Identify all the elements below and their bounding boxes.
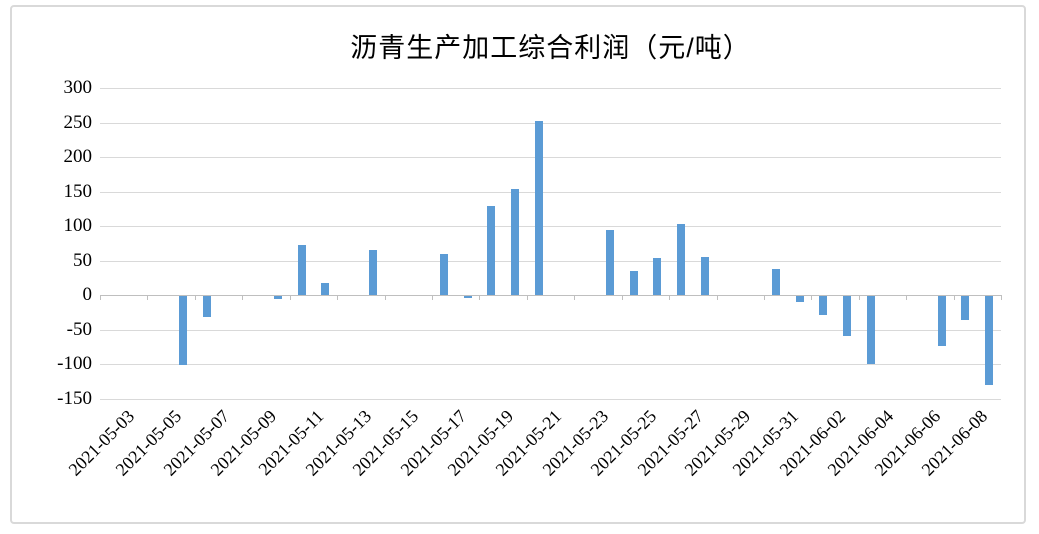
bar xyxy=(629,271,638,296)
bar xyxy=(795,296,804,302)
y-axis-label: -100 xyxy=(57,353,92,375)
bar xyxy=(605,229,614,296)
x-axis-tick xyxy=(194,295,196,301)
bar xyxy=(985,296,994,386)
x-axis-tick xyxy=(100,295,101,301)
x-axis-tick xyxy=(906,295,908,301)
y-axis-label: -50 xyxy=(66,318,92,340)
x-axis-tick xyxy=(479,295,481,301)
bar xyxy=(368,250,377,296)
x-axis-tick xyxy=(289,295,291,301)
gridline xyxy=(100,329,1001,331)
bar xyxy=(961,296,970,321)
bar xyxy=(653,258,662,296)
x-axis-tick xyxy=(763,295,765,301)
bar xyxy=(937,296,946,347)
x-axis-tick xyxy=(716,295,718,301)
bar xyxy=(463,296,472,299)
bar xyxy=(676,223,685,296)
y-axis-label: 300 xyxy=(63,77,93,98)
bar xyxy=(273,296,282,300)
x-axis-tick xyxy=(384,295,386,301)
bar xyxy=(700,256,709,296)
x-axis-tick xyxy=(1001,295,1002,301)
y-axis-label: -150 xyxy=(57,388,92,409)
bar xyxy=(179,296,187,366)
x-axis-tick xyxy=(431,295,433,301)
y-axis-label: 250 xyxy=(63,111,93,133)
y-axis-label: 150 xyxy=(63,180,93,202)
x-axis-tick xyxy=(621,295,623,301)
gridline xyxy=(100,260,1001,262)
gridline xyxy=(100,122,1001,124)
bar xyxy=(819,296,828,315)
x-axis-tick xyxy=(953,295,955,301)
gridline xyxy=(100,157,1001,159)
bar xyxy=(771,269,780,296)
x-axis-tick xyxy=(242,295,244,301)
x-axis-tick xyxy=(811,295,813,301)
gridline xyxy=(100,364,1001,366)
x-axis-tick xyxy=(574,295,576,301)
bar xyxy=(487,205,496,296)
bar xyxy=(866,296,875,364)
y-axis-label: 100 xyxy=(63,215,93,237)
x-axis-tick xyxy=(147,295,149,301)
y-axis-label: 50 xyxy=(73,249,92,271)
gridline xyxy=(100,88,1001,89)
bar xyxy=(842,296,851,337)
gridline xyxy=(100,191,1001,193)
x-axis-tick xyxy=(337,295,339,301)
y-axis-label: 200 xyxy=(63,146,93,168)
bar xyxy=(321,282,330,296)
x-axis-tick xyxy=(526,295,528,301)
y-axis-label: 0 xyxy=(82,284,93,306)
x-axis-line xyxy=(100,295,1001,297)
bar xyxy=(439,253,448,296)
x-axis-tick xyxy=(858,295,860,301)
gridline xyxy=(100,399,1001,400)
gridline xyxy=(100,226,1001,228)
bar xyxy=(297,244,306,296)
chart-title: 沥青生产加工综合利润（元/吨） xyxy=(350,33,751,63)
bar xyxy=(202,296,211,317)
bar xyxy=(534,120,543,296)
x-axis-tick xyxy=(669,295,671,301)
bar xyxy=(510,188,519,296)
